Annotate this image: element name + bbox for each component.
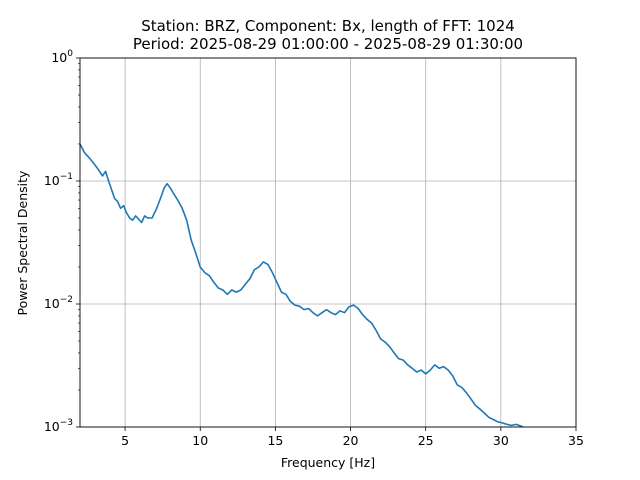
plot-area: 5 10 15 20 25 30 35 10−3 10−2 10−1 100: [44, 49, 584, 448]
y-tick-label: 10−3: [44, 418, 73, 434]
y-tick-label: 10−2: [44, 295, 73, 311]
y-axis-label: Power Spectral Density: [15, 170, 30, 315]
x-tick-label: 30: [493, 433, 509, 448]
chart-title: Station: BRZ, Component: Bx, length of F…: [141, 17, 515, 35]
x-tick-label: 10: [192, 433, 208, 448]
x-tick-label: 5: [121, 433, 129, 448]
x-tick-label: 25: [418, 433, 434, 448]
x-tick-label: 15: [267, 433, 283, 448]
psd-series-line: [80, 143, 525, 427]
x-tick-label: 35: [568, 433, 584, 448]
x-axis-label: Frequency [Hz]: [281, 455, 375, 470]
chart-subtitle: Period: 2025-08-29 01:00:00 - 2025-08-29…: [133, 35, 523, 53]
y-tick-label: 100: [51, 49, 73, 65]
y-tick-label: 10−1: [44, 172, 73, 188]
x-tick-label: 20: [343, 433, 359, 448]
axes-frame: [79, 57, 577, 428]
